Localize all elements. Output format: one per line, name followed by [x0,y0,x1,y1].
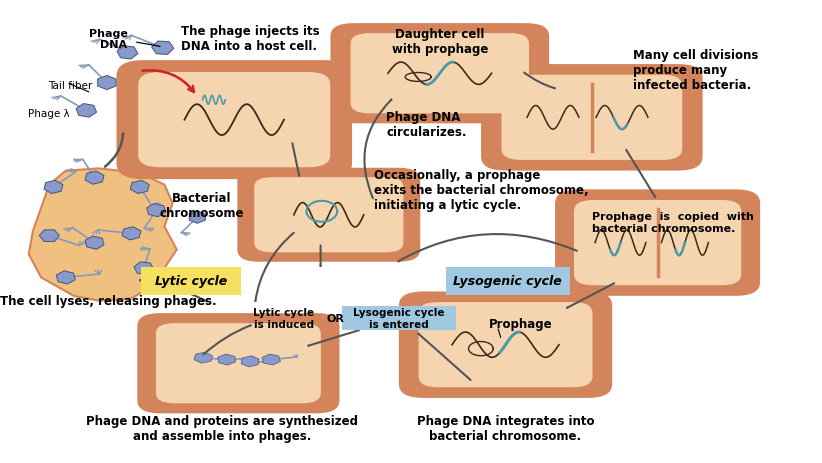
FancyBboxPatch shape [501,75,682,161]
Polygon shape [134,262,154,275]
FancyBboxPatch shape [342,307,456,331]
Text: Phage DNA integrates into
bacterial chromosome.: Phage DNA integrates into bacterial chro… [417,414,594,442]
FancyBboxPatch shape [351,34,529,114]
Text: Lysogenic cycle
is entered: Lysogenic cycle is entered [353,308,445,329]
Polygon shape [85,172,104,185]
FancyBboxPatch shape [399,292,612,398]
Text: Prophage  is  copied  with
bacterial chromosome.: Prophage is copied with bacterial chromo… [592,212,754,233]
FancyBboxPatch shape [418,302,593,388]
Text: Many cell divisions
produce many
infected bacteria.: Many cell divisions produce many infecte… [633,49,759,92]
Text: Prophage: Prophage [489,318,552,331]
Text: Phage DNA and proteins are synthesized
and assemble into phages.: Phage DNA and proteins are synthesized a… [86,414,358,442]
FancyBboxPatch shape [238,169,420,262]
FancyBboxPatch shape [330,24,549,124]
Polygon shape [44,181,63,194]
Text: Occasionally, a prophage
exits the bacterial chromosome,
initiating a lytic cycl: Occasionally, a prophage exits the bacte… [374,169,589,212]
Text: The phage injects its
DNA into a host cell.: The phage injects its DNA into a host ce… [181,25,320,53]
FancyBboxPatch shape [555,190,760,296]
Text: OR: OR [326,313,344,323]
Polygon shape [130,181,150,194]
Polygon shape [146,204,166,217]
FancyBboxPatch shape [254,178,404,253]
Polygon shape [85,237,104,250]
Polygon shape [241,356,259,367]
Polygon shape [218,354,236,365]
FancyBboxPatch shape [481,65,703,171]
Polygon shape [98,76,116,90]
Text: Phage λ: Phage λ [28,108,70,119]
Polygon shape [194,352,212,363]
Polygon shape [76,104,96,118]
Text: Bacterial
chromosome: Bacterial chromosome [159,192,243,220]
FancyBboxPatch shape [138,73,330,168]
Polygon shape [39,230,59,242]
Polygon shape [189,212,206,224]
FancyBboxPatch shape [117,61,352,180]
Text: Daughter cell
with prophage: Daughter cell with prophage [391,28,488,56]
Text: Lytic cycle: Lytic cycle [155,275,227,288]
Text: Lytic cycle
is induced: Lytic cycle is induced [253,307,314,329]
Text: The cell lyses, releasing phages.: The cell lyses, releasing phages. [0,294,217,307]
FancyBboxPatch shape [156,324,321,403]
Polygon shape [262,354,280,365]
Polygon shape [151,42,174,55]
Text: Lysogenic cycle: Lysogenic cycle [453,275,562,288]
Text: Tail fiber: Tail fiber [48,81,92,91]
FancyBboxPatch shape [141,267,241,295]
Polygon shape [56,271,76,284]
Polygon shape [117,47,138,60]
Text: Phage DNA
circularizes.: Phage DNA circularizes. [386,111,467,139]
Text: Phage
DNA: Phage DNA [89,29,127,50]
FancyBboxPatch shape [574,200,741,286]
Polygon shape [122,227,141,240]
Polygon shape [29,169,177,301]
FancyBboxPatch shape [137,313,339,413]
FancyBboxPatch shape [446,267,570,295]
